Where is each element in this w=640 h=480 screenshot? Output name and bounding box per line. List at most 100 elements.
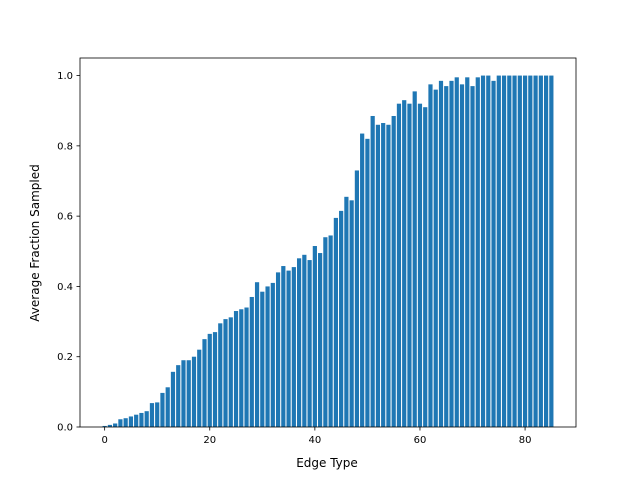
bar xyxy=(244,307,249,427)
bar xyxy=(433,89,438,427)
bar xyxy=(239,309,244,427)
bar xyxy=(165,387,170,427)
bar xyxy=(291,267,296,427)
bar xyxy=(260,291,265,427)
x-tick-label: 40 xyxy=(308,435,321,446)
bar xyxy=(270,282,275,427)
bar xyxy=(218,323,223,427)
bar xyxy=(501,75,507,428)
x-tick-label: 60 xyxy=(414,435,427,446)
bar xyxy=(123,418,128,427)
bar xyxy=(333,217,338,427)
bar xyxy=(507,75,512,428)
y-tick-label: 0.4 xyxy=(57,282,73,293)
bar xyxy=(202,339,207,427)
bar xyxy=(386,124,391,428)
bar xyxy=(486,75,491,428)
bar xyxy=(339,210,344,427)
bar xyxy=(360,133,365,428)
bar xyxy=(344,196,349,427)
y-tick-label: 0.0 xyxy=(57,423,73,434)
bar xyxy=(102,425,107,427)
y-tick-label: 0.2 xyxy=(57,352,73,363)
x-axis-label: Edge Type xyxy=(296,456,358,470)
bar xyxy=(459,84,465,427)
bar xyxy=(281,266,286,427)
bar xyxy=(454,77,459,427)
bar xyxy=(302,254,307,427)
bar xyxy=(538,75,543,428)
bar xyxy=(517,75,522,428)
bar xyxy=(323,237,328,427)
bar xyxy=(412,91,417,427)
bar xyxy=(533,75,538,428)
bar xyxy=(549,75,554,428)
y-tick-label: 0.6 xyxy=(57,212,73,223)
y-tick-label: 0.8 xyxy=(57,141,73,152)
bar xyxy=(186,360,191,427)
bar xyxy=(107,424,113,427)
bar xyxy=(144,411,149,427)
bar xyxy=(118,419,123,427)
bar xyxy=(212,332,218,427)
bar xyxy=(155,402,160,427)
plot-frame xyxy=(79,57,577,428)
bar xyxy=(176,365,181,427)
bar xyxy=(423,107,428,427)
bar xyxy=(465,77,470,427)
bar xyxy=(197,349,202,427)
bar xyxy=(312,246,317,427)
bar xyxy=(528,75,533,428)
bar xyxy=(228,317,233,427)
bar xyxy=(128,416,134,427)
bar xyxy=(113,423,118,427)
bar xyxy=(381,123,386,427)
x-tick-label: 0 xyxy=(101,435,107,446)
bar xyxy=(417,103,423,427)
bar xyxy=(543,75,549,428)
bar xyxy=(522,75,528,428)
bar xyxy=(139,412,144,427)
bar xyxy=(318,253,323,427)
bar xyxy=(181,360,186,427)
bar xyxy=(134,414,139,427)
bar xyxy=(233,311,239,427)
bar xyxy=(149,403,155,427)
bar xyxy=(449,80,454,427)
bar xyxy=(265,286,270,427)
bar xyxy=(438,80,444,427)
x-tick-label: 20 xyxy=(203,435,216,446)
bar xyxy=(470,86,475,427)
bar xyxy=(444,86,449,427)
bar xyxy=(475,77,480,427)
bar xyxy=(365,138,370,428)
bar xyxy=(480,75,486,428)
y-tick-label: 1.0 xyxy=(57,71,73,82)
bar xyxy=(407,103,412,427)
bar xyxy=(391,115,396,427)
bar xyxy=(249,296,254,427)
bar xyxy=(170,371,176,427)
bar xyxy=(428,84,433,427)
bar xyxy=(307,260,312,427)
y-axis-label: Average Fraction Sampled xyxy=(28,164,42,321)
x-tick-label: 80 xyxy=(519,435,532,446)
bar xyxy=(491,80,496,427)
bar xyxy=(512,75,517,428)
bar xyxy=(296,258,302,427)
bar xyxy=(349,200,354,427)
bar xyxy=(191,356,197,427)
bar xyxy=(328,235,333,427)
bar xyxy=(275,272,281,427)
bar xyxy=(396,103,402,427)
bar xyxy=(354,170,360,427)
bar xyxy=(286,270,291,427)
bar xyxy=(223,319,228,427)
bar xyxy=(207,333,212,427)
bar xyxy=(370,115,375,427)
bar xyxy=(496,75,501,428)
bar xyxy=(160,392,165,427)
bar xyxy=(375,124,381,428)
bar xyxy=(254,282,260,427)
